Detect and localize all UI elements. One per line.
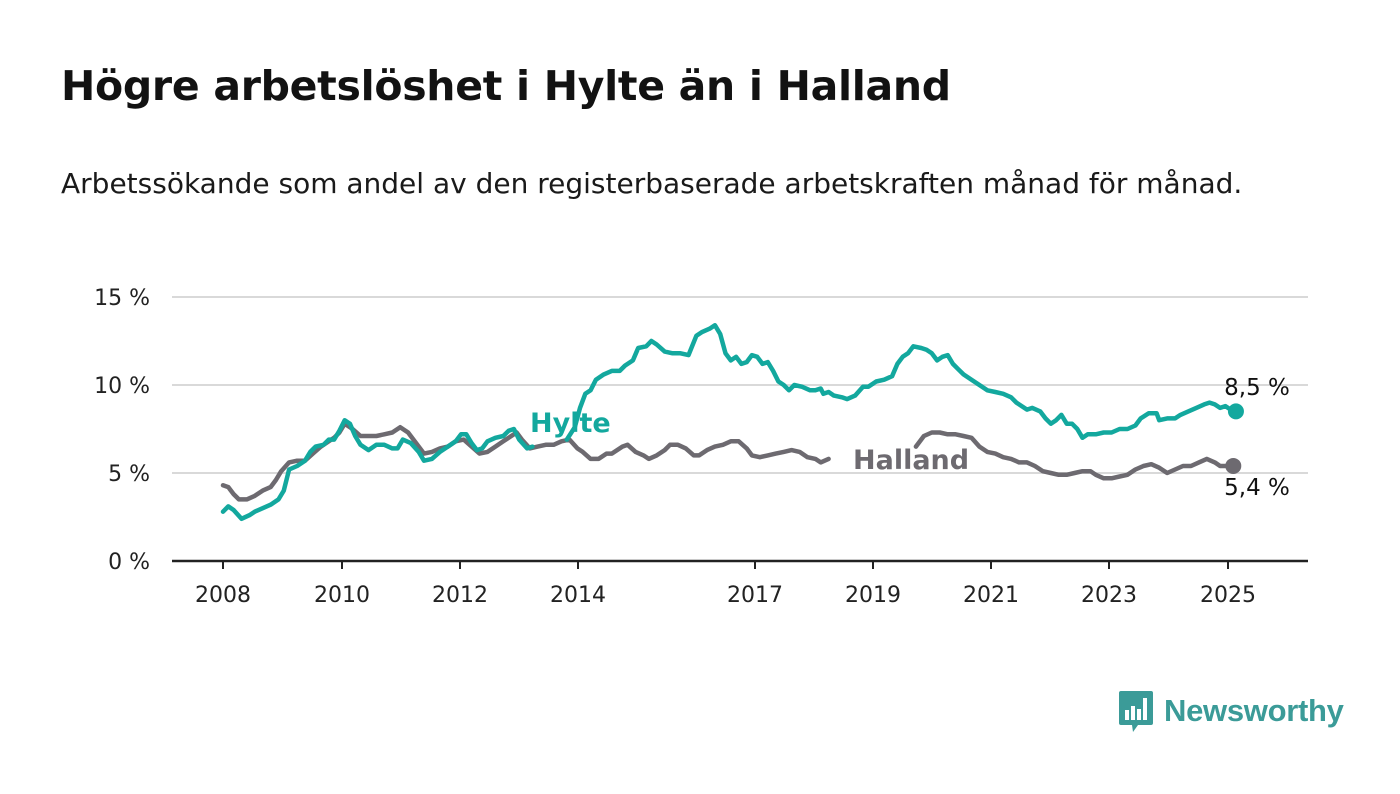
- y-tick-label: 15 %: [94, 286, 150, 311]
- y-axis-ticks: 0 % 5 % 10 % 15 %: [94, 286, 150, 575]
- x-tick-label: 2008: [195, 583, 251, 608]
- brand-name: Newsworthy: [1164, 693, 1344, 728]
- end-point-hylte: [1227, 403, 1244, 420]
- y-tick-label: 5 %: [108, 462, 150, 487]
- series-line-halland-1: [220, 421, 831, 502]
- series-line-hylte-1: [220, 417, 535, 522]
- series-label-hylte: Hylte: [530, 408, 611, 439]
- chart-subtitle: Arbetssökande som andel av den registerb…: [61, 167, 1243, 200]
- x-axis: 2008 2010 2012 2014 2017 2019 2021 2023 2025: [172, 559, 1308, 608]
- x-tick-label: 2014: [550, 583, 606, 608]
- bar-chart-speech-bubble-icon: [1119, 691, 1153, 732]
- series-labels: Hylte Halland 8,5 % 5,4 %: [530, 375, 1290, 501]
- x-tick-label: 2019: [845, 583, 901, 608]
- x-tick-label: 2017: [727, 583, 783, 608]
- x-tick-label: 2012: [432, 583, 488, 608]
- series-lines: [220, 322, 1244, 522]
- end-label-halland: 5,4 %: [1224, 475, 1290, 501]
- newsworthy-logo: Newsworthy: [1118, 689, 1344, 733]
- end-point-halland: [1225, 457, 1242, 474]
- series-line-halland-2: [913, 430, 1236, 481]
- end-label-hylte: 8,5 %: [1224, 375, 1290, 401]
- y-tick-label: 0 %: [108, 550, 150, 575]
- x-tick-label: 2021: [963, 583, 1019, 608]
- y-tick-label: 10 %: [94, 374, 150, 399]
- x-tick-label: 2010: [314, 583, 370, 608]
- series-label-halland: Halland: [853, 445, 969, 476]
- series-line-hylte-2: [564, 322, 1239, 442]
- x-tick-label: 2025: [1200, 583, 1256, 608]
- chart-title: Högre arbetslöshet i Hylte än i Halland: [61, 62, 951, 110]
- x-tick-label: 2023: [1081, 583, 1137, 608]
- grid-lines: [172, 296, 1308, 474]
